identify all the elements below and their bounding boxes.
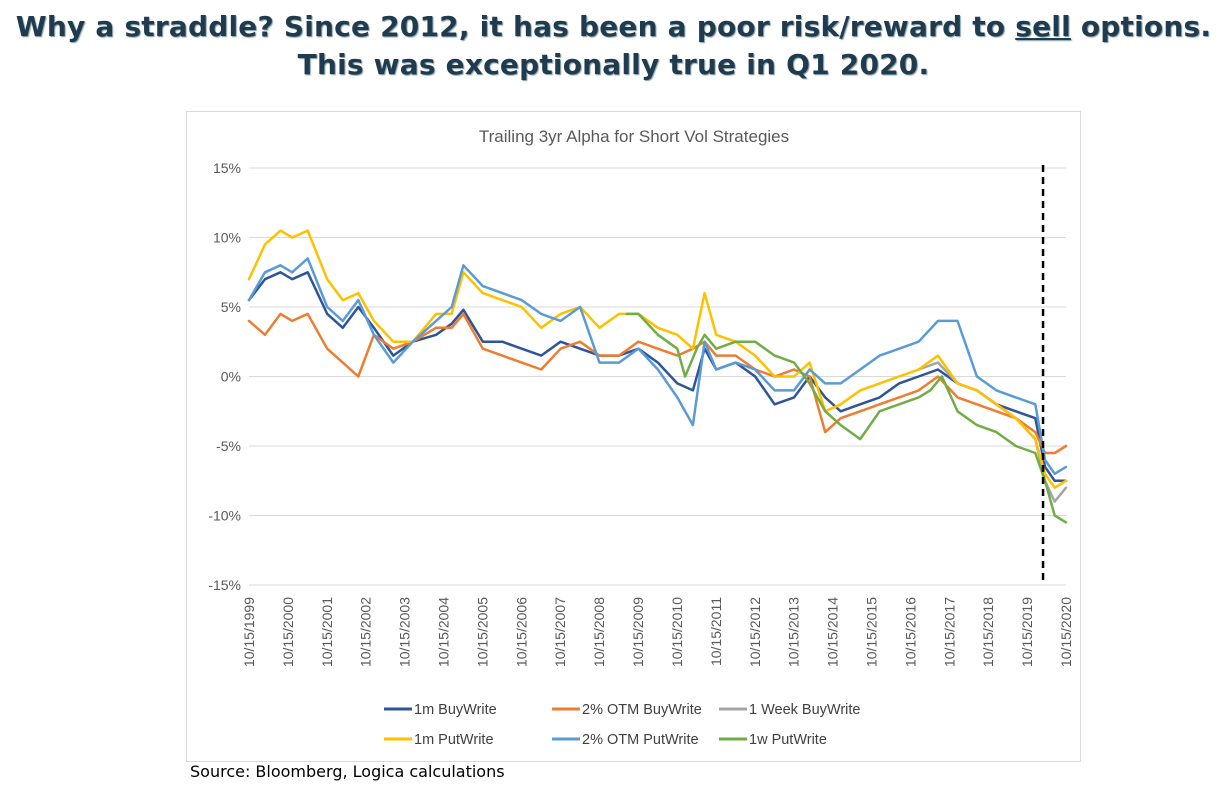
legend: 1m BuyWrite 2% OTM BuyWrite 1 Week BuyWrit… bbox=[384, 702, 860, 748]
headline: Why a straddle? Since 2012, it has been … bbox=[0, 8, 1227, 84]
legend-item: 1 Week BuyWrite bbox=[719, 702, 860, 718]
x-tick-label: 10/15/2001 bbox=[319, 597, 335, 667]
x-tick-label: 10/15/2007 bbox=[552, 597, 568, 667]
chart-container: Trailing 3yr Alpha for Short Vol Strateg… bbox=[186, 111, 1081, 762]
legend-item: 1w PutWrite bbox=[719, 732, 827, 748]
headline-line-2: This was exceptionally true in Q1 2020. bbox=[297, 48, 930, 81]
legend-item: 1m BuyWrite bbox=[384, 702, 497, 718]
y-tick-label: -5% bbox=[216, 438, 241, 454]
legend-label: 2% OTM PutWrite bbox=[582, 732, 699, 748]
grid-lines bbox=[249, 167, 1066, 586]
headline-line-1-end: options. bbox=[1070, 10, 1212, 43]
x-tick-label: 10/15/2010 bbox=[669, 597, 685, 667]
headline-line-1-start: Why a straddle? Since 2012, it has been … bbox=[15, 10, 1016, 43]
series-line bbox=[625, 312, 1068, 524]
chart-title: Trailing 3yr Alpha for Short Vol Strateg… bbox=[479, 127, 789, 146]
x-tick-label: 10/15/2018 bbox=[980, 597, 996, 667]
x-tick-label: 10/15/2004 bbox=[436, 597, 452, 667]
x-tick-label: 10/15/2012 bbox=[747, 597, 763, 667]
x-tick-label: 10/15/2013 bbox=[786, 597, 802, 667]
x-tick-label: 10/15/2017 bbox=[941, 597, 957, 667]
x-tick-label: 10/15/2014 bbox=[825, 597, 841, 667]
x-tick-label: 10/15/2008 bbox=[591, 597, 607, 667]
series-line bbox=[247, 271, 1068, 483]
y-tick-label: 15% bbox=[213, 160, 241, 176]
x-tick-label: 10/15/2005 bbox=[474, 597, 490, 667]
source-note: Source: Bloomberg, Logica calculations bbox=[190, 762, 505, 781]
x-tick-label: 10/15/2006 bbox=[513, 597, 529, 667]
headline-underlined-word: sell bbox=[1015, 10, 1071, 43]
y-tick-label: 5% bbox=[221, 299, 241, 315]
y-axis-tick-labels: -15% -10% -5% 0% 5% 10% 15% bbox=[208, 160, 241, 593]
x-tick-label: 10/15/2016 bbox=[902, 597, 918, 667]
legend-item: 2% OTM PutWrite bbox=[552, 732, 699, 748]
y-tick-label: 10% bbox=[213, 230, 241, 246]
legend-label: 1m PutWrite bbox=[414, 732, 494, 748]
x-tick-label: 10/15/2002 bbox=[358, 597, 374, 667]
series-line bbox=[247, 312, 1068, 455]
x-tick-label: 10/15/2011 bbox=[708, 597, 724, 666]
line-chart: Trailing 3yr Alpha for Short Vol Strateg… bbox=[208, 127, 1074, 748]
x-tick-label: 10/15/2019 bbox=[1019, 597, 1035, 667]
x-tick-label: 10/15/2015 bbox=[863, 597, 879, 667]
legend-label: 1 Week BuyWrite bbox=[749, 702, 860, 718]
y-tick-label: -10% bbox=[208, 508, 241, 524]
legend-item: 1m PutWrite bbox=[384, 732, 494, 748]
x-tick-label: 10/15/2003 bbox=[397, 597, 413, 667]
series-line bbox=[247, 257, 1068, 476]
y-tick-label: 0% bbox=[221, 369, 241, 385]
series-lines bbox=[247, 229, 1068, 524]
x-tick-label: 10/15/2020 bbox=[1058, 597, 1074, 667]
x-axis-tick-labels: 10/15/1999 10/15/2000 10/15/2001 10/15/2002… bbox=[241, 597, 1074, 667]
series-line bbox=[247, 229, 1068, 489]
y-tick-label: -15% bbox=[208, 577, 241, 593]
legend-item: 2% OTM BuyWrite bbox=[552, 702, 702, 718]
x-tick-label: 10/15/1999 bbox=[241, 597, 257, 667]
legend-label: 1w PutWrite bbox=[749, 732, 827, 748]
headline-line-1: Why a straddle? Since 2012, it has been … bbox=[0, 8, 1227, 46]
legend-label: 1m BuyWrite bbox=[414, 702, 497, 718]
legend-label: 2% OTM BuyWrite bbox=[582, 702, 702, 718]
x-tick-label: 10/15/2000 bbox=[280, 597, 296, 667]
x-tick-label: 10/15/2009 bbox=[630, 597, 646, 667]
